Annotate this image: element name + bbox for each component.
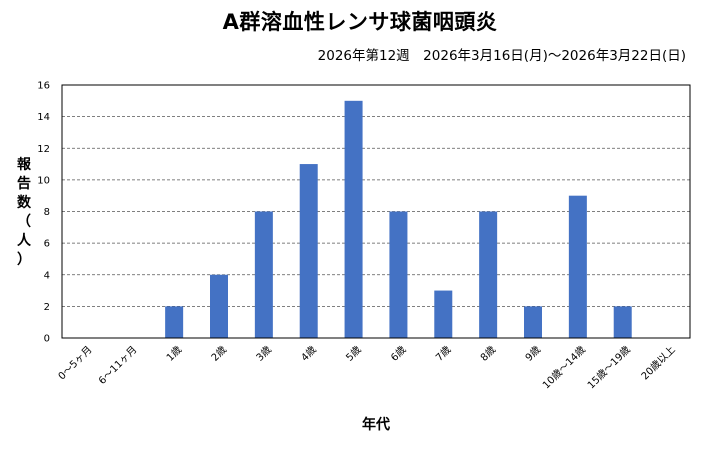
bar xyxy=(210,274,228,338)
bars xyxy=(165,100,632,338)
bar xyxy=(389,211,408,338)
x-tick-label: 5歳 xyxy=(344,344,364,364)
bar xyxy=(299,164,318,338)
bar xyxy=(165,306,184,338)
bar xyxy=(613,306,632,338)
x-axis-ticks: 0～5ヶ月 6～11ヶ月 1歳 2歳 3歳 4歳 5歳 6歳 7歳 8歳 9歳10歳～14歳15歳～… xyxy=(56,344,678,392)
y-tick-label: 4 xyxy=(44,270,50,281)
y-tick-label: 2 xyxy=(44,302,50,313)
y-tick-label: 6 xyxy=(44,239,50,250)
x-tick-label: 1歳 xyxy=(164,344,184,364)
x-tick-label: 10歳～14歳 xyxy=(540,344,588,392)
x-tick-label: 0～5ヶ月 xyxy=(56,344,95,383)
x-tick-label: 6～11ヶ月 xyxy=(96,344,139,387)
x-tick-label: 2歳 xyxy=(209,344,229,364)
x-tick-label: 8歳 xyxy=(478,344,498,364)
x-tick-label: 20歳以上 xyxy=(639,344,678,383)
grid-lines xyxy=(62,116,690,307)
x-axis-label: 年代 xyxy=(362,416,390,433)
x-tick-label: 7歳 xyxy=(433,344,453,364)
y-tick-label: 10 xyxy=(37,175,50,186)
plot-area-frame xyxy=(61,84,691,339)
bar xyxy=(434,290,453,338)
y-axis-label: 報告数（人） xyxy=(17,156,32,268)
y-tick-label: 14 xyxy=(37,112,50,123)
bar xyxy=(479,211,498,338)
y-tick-label: 16 xyxy=(37,81,50,92)
x-tick-label: 6歳 xyxy=(388,344,408,364)
y-tick-label: 12 xyxy=(37,144,50,155)
x-tick-label: 4歳 xyxy=(299,344,319,364)
y-tick-label: 0 xyxy=(44,334,50,345)
y-axis-ticks: 0 2 4 6 8 10 12 14 16 xyxy=(37,81,50,345)
y-axis-label-text: 報告数（人） xyxy=(17,156,32,268)
chart-subtitle: 2026年第12週 2026年3月16日(月)～2026年3月22日(日) xyxy=(317,48,686,64)
bar xyxy=(568,195,587,338)
x-tick-label: 3歳 xyxy=(254,344,274,364)
bar xyxy=(344,100,363,338)
x-tick-label: 15歳～19歳 xyxy=(585,344,633,392)
bar xyxy=(254,211,273,338)
y-tick-label: 8 xyxy=(44,207,50,218)
bar xyxy=(524,306,542,338)
chart-title: A群溶血性レンサ球菌咽頭炎 xyxy=(222,10,498,34)
x-tick-label: 9歳 xyxy=(523,344,543,364)
